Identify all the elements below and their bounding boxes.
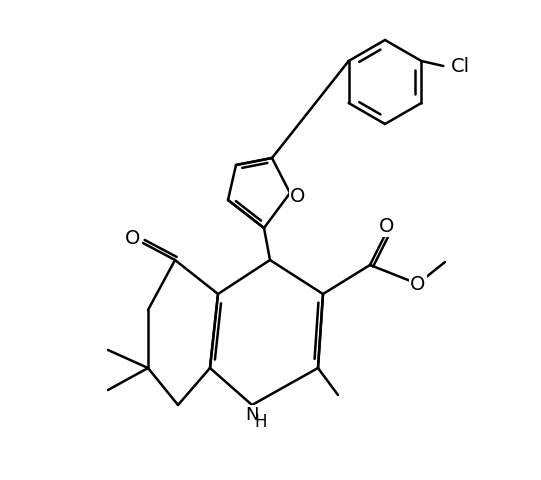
Text: H: H [255, 413, 267, 431]
Text: N: N [245, 406, 259, 424]
Text: O: O [410, 276, 426, 295]
Text: O: O [126, 228, 141, 248]
Text: O: O [291, 187, 306, 205]
Text: O: O [379, 217, 395, 237]
Text: Cl: Cl [451, 57, 471, 75]
